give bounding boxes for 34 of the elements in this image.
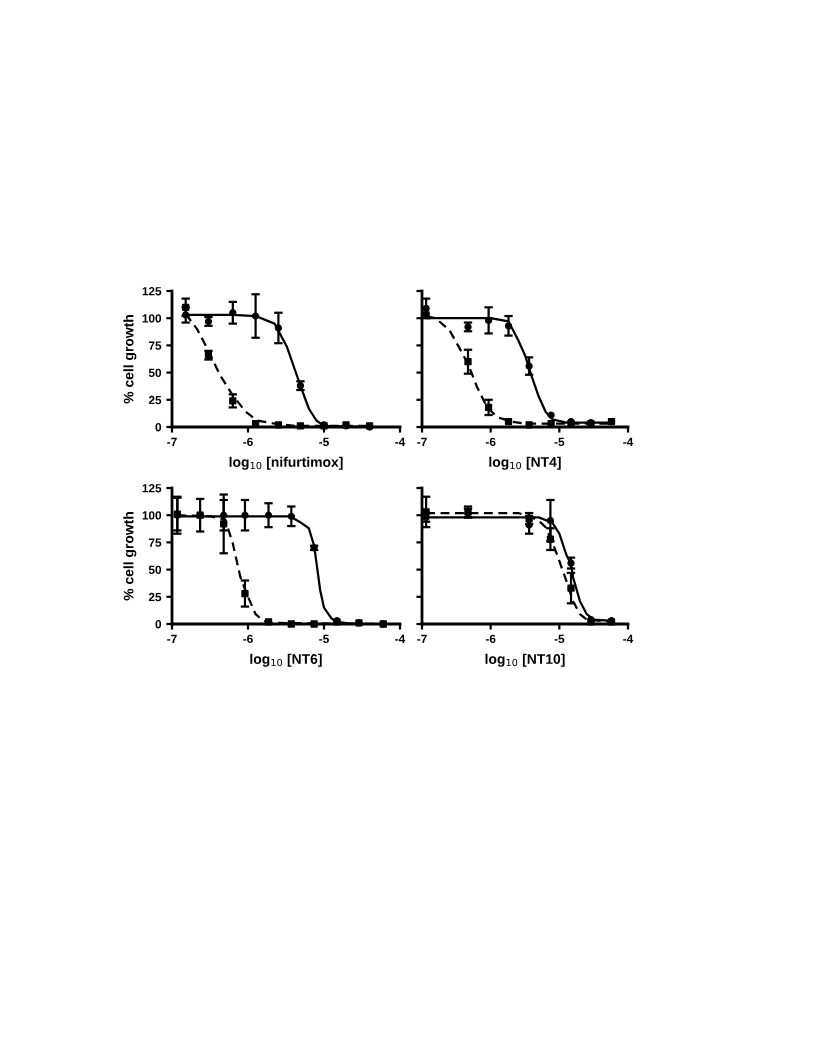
x-tick-label: -5 [554,634,565,644]
y-axis-title: % cell growth [123,512,137,601]
y-tick-label: 25 [148,395,162,405]
x-tick-label: -4 [623,634,634,643]
y-tick-label: 0 [155,423,162,432]
x-axis-title: log$_{10}$ [NT6] [250,653,322,667]
y-tick-label: 125 [142,287,162,296]
x-axis-title: log$_{10}$ [NT10] [485,653,565,667]
x-axis-title: log$_{10}$ [NT4] [489,456,561,470]
y-tick-label: 75 [148,341,162,350]
y-tick-label: 50 [148,368,162,377]
y-axis-title: % cell growth [123,315,137,404]
x-tick-label: -4 [623,437,634,446]
x-tick-label: -7 [417,634,427,643]
x-tick-label: -5 [319,437,329,447]
x-tick-label: -6 [485,634,496,644]
x-tick-label: -4 [395,437,406,446]
x-tick-label: -4 [395,634,406,643]
y-tick-label: 25 [148,592,162,602]
y-tick-label: 75 [148,538,162,547]
x-tick-label: -7 [417,437,427,446]
x-tick-label: -6 [243,437,253,447]
y-tick-label: 125 [142,484,162,493]
x-tick-label: -7 [167,634,177,643]
x-axis-title: log$_{10}$ [nifurtimox] [229,456,343,470]
y-tick-label: 100 [142,511,162,520]
x-tick-label: -5 [554,437,565,447]
y-tick-label: 50 [148,565,162,574]
x-tick-label: -5 [319,634,329,644]
y-tick-label: 100 [142,314,162,323]
y-tick-label: 0 [155,620,162,629]
x-tick-label: -6 [485,437,496,447]
x-tick-label: -6 [243,634,253,644]
x-tick-label: -7 [167,437,177,446]
